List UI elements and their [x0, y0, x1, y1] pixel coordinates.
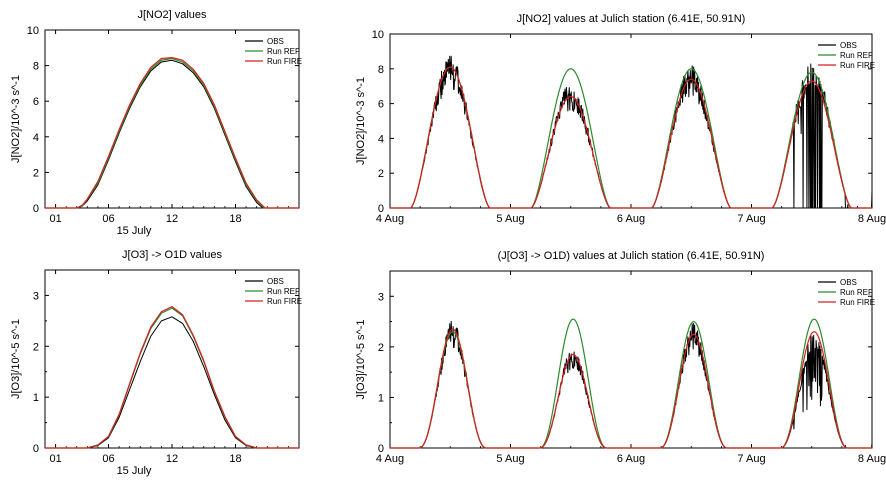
legend-label: OBS: [840, 278, 857, 287]
x-tick-label: 06: [102, 213, 114, 225]
y-tick-label: 2: [33, 341, 39, 353]
y-tick-label: 1: [33, 392, 39, 404]
y-tick-label: 3: [378, 291, 384, 303]
x-tick-label: 6 Aug: [617, 453, 645, 465]
y-tick-label: 0: [33, 203, 39, 215]
x-axis-label: 15 July: [117, 225, 152, 237]
x-tick-label: 12: [166, 453, 178, 465]
y-tick-label: 6: [378, 99, 384, 111]
y-axis-label: J[NO2]/10^-3 s^-1: [10, 75, 22, 163]
y-tick-label: 1: [378, 392, 384, 404]
x-tick-label: 8 Aug: [858, 453, 886, 465]
legend-label: OBS: [267, 37, 284, 46]
x-axis-label: 15 July: [117, 465, 152, 477]
legend-label: Run FIRE: [267, 57, 302, 66]
x-tick-label: 18: [229, 453, 241, 465]
y-tick-label: 0: [378, 443, 384, 455]
y-tick-label: 2: [378, 168, 384, 180]
panel-jno2-julich: J[NO2] values at Julich station (6.41E, …: [355, 13, 886, 225]
legend-label: Run REF: [267, 287, 300, 296]
chart-title: J[O3] -> O1D values: [122, 249, 222, 261]
x-tick-label: 7 Aug: [737, 453, 765, 465]
series-line-run-fire: [390, 66, 872, 209]
legend-label: Run REF: [840, 288, 873, 297]
series-line-run-fire: [390, 328, 872, 449]
legend-label: Run FIRE: [267, 297, 302, 306]
y-axis-label: J[NO2]/10^-3 s^-1: [355, 77, 367, 165]
legend-label: Run FIRE: [840, 298, 875, 307]
legend-label: OBS: [267, 277, 284, 286]
x-tick-label: 5 Aug: [496, 213, 524, 225]
x-tick-label: 8 Aug: [858, 213, 886, 225]
chart-title: (J[O3] -> O1D) values at Julich station …: [498, 250, 765, 262]
y-tick-label: 3: [33, 290, 39, 302]
y-tick-label: 2: [33, 167, 39, 179]
plot-frame: [44, 29, 300, 209]
y-tick-label: 2: [378, 342, 384, 354]
y-tick-label: 0: [378, 203, 384, 215]
x-tick-label: 4 Aug: [376, 213, 404, 225]
y-tick-label: 6: [33, 96, 39, 108]
series-line-run-fire: [45, 306, 299, 449]
series-line-run-ref: [45, 57, 299, 209]
y-tick-label: 10: [27, 25, 39, 37]
panel-jno2-diurnal: J[NO2] values 0 2 4 6 8 10 01 06 12 18 15 July J[NO2…: [10, 9, 302, 237]
x-tick-label: 7 Aug: [737, 213, 765, 225]
x-tick-label: 5 Aug: [496, 453, 524, 465]
series-line-obs: [45, 59, 299, 209]
plot-frame: [389, 33, 873, 209]
legend-label: OBS: [840, 41, 857, 50]
legend-label: Run REF: [840, 51, 873, 60]
y-tick-label: 8: [33, 61, 39, 73]
x-tick-label: 01: [49, 213, 61, 225]
y-tick-label: 4: [378, 133, 384, 145]
legend-label: Run FIRE: [840, 61, 875, 70]
series-line-run-ref: [45, 307, 299, 449]
plot-frame: [44, 269, 300, 449]
x-tick-label: 4 Aug: [376, 453, 404, 465]
x-tick-label: 18: [229, 213, 241, 225]
legend-label: Run REF: [267, 47, 300, 56]
x-tick-label: 6 Aug: [617, 213, 645, 225]
series-line-run-fire: [45, 56, 299, 209]
y-axis-label: J[O3]/10^-5 s^-1: [355, 319, 367, 399]
series-line-obs: [45, 316, 299, 449]
y-tick-label: 0: [33, 443, 39, 455]
x-tick-label: 01: [49, 453, 61, 465]
x-tick-label: 12: [166, 213, 178, 225]
y-tick-label: 8: [378, 64, 384, 76]
chart-title: J[NO2] values: [137, 9, 207, 21]
panel-jo3-julich: (J[O3] -> O1D) values at Julich station …: [355, 250, 886, 465]
series-line-obs: [389, 55, 873, 209]
y-tick-label: 10: [372, 29, 384, 41]
y-axis-label: J[O3]/10^-5 s^-1: [10, 319, 22, 399]
chart-title: J[NO2] values at Julich station (6.41E, …: [517, 13, 746, 25]
x-tick-label: 06: [102, 453, 114, 465]
y-tick-label: 4: [33, 132, 39, 144]
